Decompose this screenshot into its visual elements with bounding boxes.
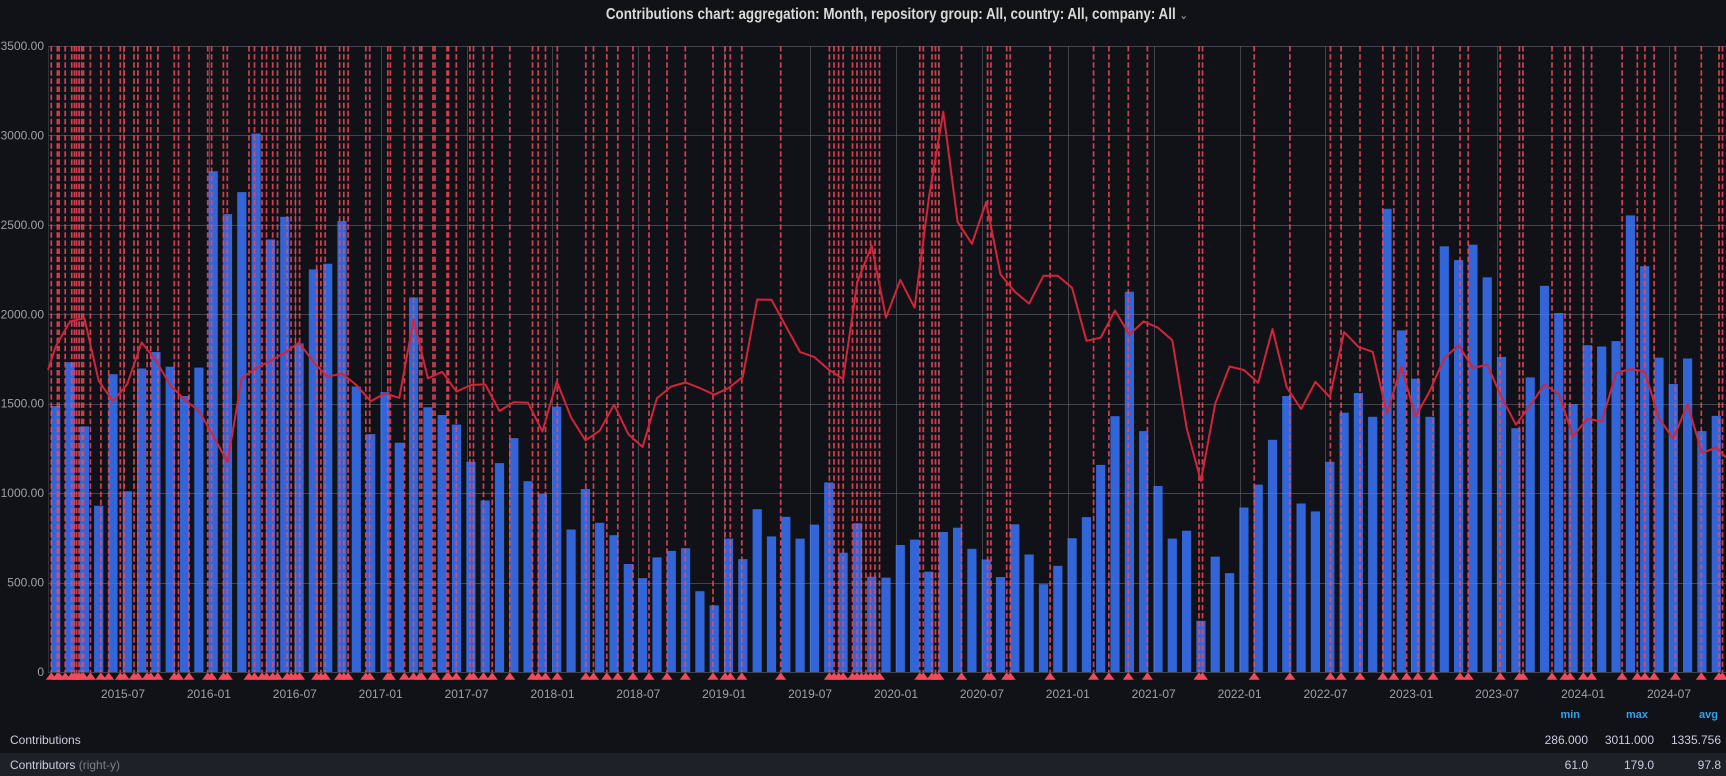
svg-text:2500.00: 2500.00 bbox=[1, 218, 45, 232]
svg-text:2016-01: 2016-01 bbox=[187, 687, 231, 701]
svg-text:2021-07: 2021-07 bbox=[1132, 687, 1176, 701]
svg-text:2000.00: 2000.00 bbox=[1, 307, 45, 321]
svg-text:2016-07: 2016-07 bbox=[273, 687, 317, 701]
svg-text:2023-07: 2023-07 bbox=[1475, 687, 1519, 701]
svg-text:2023-01: 2023-01 bbox=[1389, 687, 1433, 701]
svg-text:2024-01: 2024-01 bbox=[1561, 687, 1605, 701]
svg-text:2022-01: 2022-01 bbox=[1218, 687, 1262, 701]
svg-text:2022-07: 2022-07 bbox=[1303, 687, 1347, 701]
svg-text:2017-01: 2017-01 bbox=[359, 687, 403, 701]
svg-text:500.00: 500.00 bbox=[7, 576, 44, 590]
svg-text:0: 0 bbox=[37, 665, 44, 679]
svg-text:2020-07: 2020-07 bbox=[960, 687, 1004, 701]
svg-text:2015-07: 2015-07 bbox=[101, 687, 145, 701]
svg-text:2018-07: 2018-07 bbox=[616, 687, 660, 701]
svg-text:1500.00: 1500.00 bbox=[1, 397, 45, 411]
svg-text:3000.00: 3000.00 bbox=[1, 128, 45, 142]
svg-text:2021-01: 2021-01 bbox=[1046, 687, 1090, 701]
svg-text:2020-01: 2020-01 bbox=[874, 687, 918, 701]
svg-text:2017-07: 2017-07 bbox=[445, 687, 489, 701]
svg-text:2019-07: 2019-07 bbox=[788, 687, 832, 701]
svg-text:2018-01: 2018-01 bbox=[530, 687, 574, 701]
svg-text:3500.00: 3500.00 bbox=[1, 39, 45, 53]
svg-text:2024-07: 2024-07 bbox=[1647, 687, 1691, 701]
svg-text:2019-01: 2019-01 bbox=[702, 687, 746, 701]
svg-text:1000.00: 1000.00 bbox=[1, 486, 45, 500]
